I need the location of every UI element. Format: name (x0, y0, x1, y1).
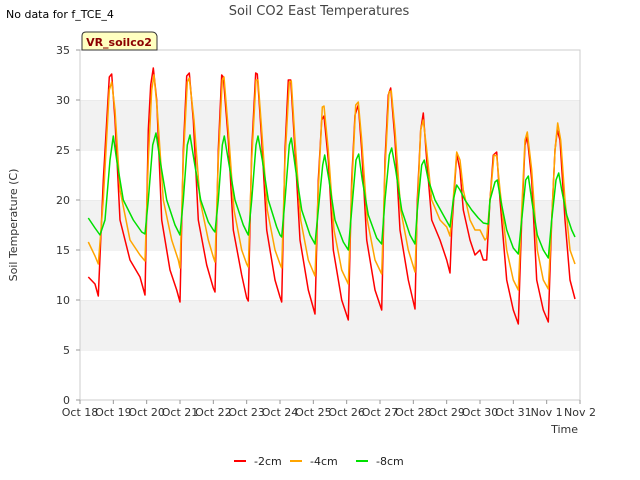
x-tick-label: Oct 31 (495, 406, 532, 419)
y-tick-label: 20 (56, 194, 70, 207)
y-tick-label: 15 (56, 244, 70, 257)
series-line--4cm (87, 74, 576, 291)
y-tick-label: 5 (63, 344, 70, 357)
y-tick-label: 25 (56, 144, 70, 157)
badge-shape (81, 31, 158, 51)
series-lines (87, 67, 576, 325)
legend-label: -8cm (376, 455, 404, 468)
x-tick-label: Nov 1 (531, 406, 563, 419)
x-tick-label: Oct 26 (328, 406, 365, 419)
plot-area-border (79, 49, 581, 401)
grid-band (80, 200, 580, 250)
x-tick-label: Nov 2 (564, 406, 596, 419)
x-tick-label: Oct 19 (95, 406, 132, 419)
x-tick-label: Oct 27 (362, 406, 399, 419)
grid-band (80, 350, 580, 400)
badge: VR_soilco2 (81, 31, 158, 51)
grid-band (80, 250, 580, 300)
series-line--8cm (87, 132, 576, 259)
y-tick-label: 30 (56, 94, 70, 107)
y-tick-label: 10 (56, 294, 70, 307)
x-tick-label: Oct 28 (395, 406, 432, 419)
legend: -2cm -4cm -8cm (234, 455, 404, 468)
x-tick-label: Oct 25 (295, 406, 332, 419)
x-tick-label: Oct 24 (262, 406, 299, 419)
legend-label: -4cm (310, 455, 338, 468)
x-tick-label: Oct 23 (228, 406, 265, 419)
y-axis-ticks: 0 5 10 15 20 25 30 35 (56, 44, 80, 407)
y-tick-label: 35 (56, 44, 70, 57)
grid-band (80, 300, 580, 350)
x-tick-label: Oct 20 (128, 406, 165, 419)
x-tick-label: Oct 18 (62, 406, 99, 419)
x-tick-label: Oct 22 (195, 406, 232, 419)
grid-band (80, 100, 580, 150)
chart-title: Soil CO2 East Temperatures (229, 4, 410, 19)
series-line--2cm (87, 67, 576, 325)
y-tick-label: 0 (63, 394, 70, 407)
x-tick-label: Oct 29 (428, 406, 465, 419)
x-tick-label: Oct 21 (162, 406, 199, 419)
y-axis-label: Soil Temperature (C) (7, 169, 20, 282)
legend-label: -2cm (254, 455, 282, 468)
x-tick-label: Oct 30 (462, 406, 499, 419)
x-axis-label: Time (550, 423, 578, 436)
badge-label: VR_soilco2 (86, 36, 152, 49)
grid-band (80, 50, 580, 100)
no-data-note: No data for f_TCE_4 (6, 8, 114, 21)
